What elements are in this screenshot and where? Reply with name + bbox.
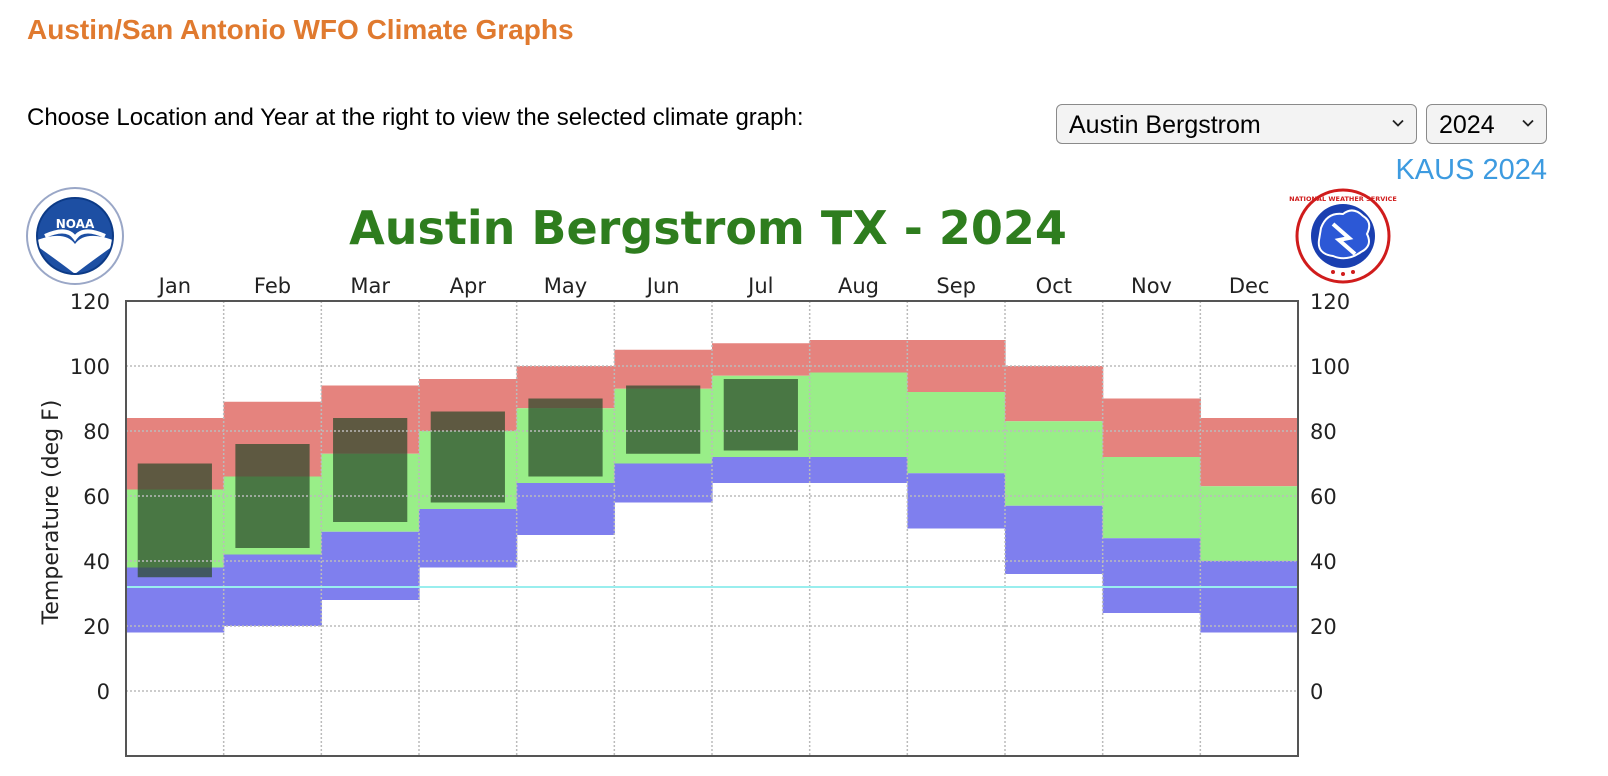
record-low-bar-sep bbox=[907, 473, 1006, 529]
observed-bar-jan bbox=[137, 463, 212, 578]
y-tick-label-left: 100 bbox=[70, 355, 110, 379]
y-tick-label-right: 40 bbox=[1310, 550, 1337, 574]
normal-range-bar-oct bbox=[1005, 421, 1104, 506]
page-title: Austin/San Antonio WFO Climate Graphs bbox=[27, 14, 574, 45]
record-low-bar-jul bbox=[712, 457, 811, 483]
record-low-bar-nov bbox=[1102, 538, 1201, 613]
x-tick-label: Aug bbox=[838, 274, 879, 298]
normal-range-bar-aug bbox=[809, 372, 908, 457]
chevron-down-icon bbox=[1392, 119, 1404, 127]
y-tick-label-right: 60 bbox=[1310, 485, 1337, 509]
record-low-bar-oct bbox=[1005, 505, 1104, 574]
x-tick-label: Apr bbox=[450, 274, 487, 298]
observed-bar-apr bbox=[430, 411, 505, 503]
observed-bar-may bbox=[528, 398, 603, 477]
y-tick-label-right: 120 bbox=[1310, 290, 1350, 314]
observed-bar-jun bbox=[626, 385, 701, 454]
record-high-bar-nov bbox=[1102, 398, 1201, 457]
y-axis-label: Temperature (deg F) bbox=[39, 400, 64, 626]
record-high-bar-aug bbox=[809, 340, 908, 373]
observed-bars bbox=[137, 379, 798, 578]
normal-range-bar-dec bbox=[1200, 486, 1299, 561]
y-tick-label-left: 20 bbox=[83, 615, 110, 639]
x-tick-label: Feb bbox=[254, 274, 291, 298]
record-high-bar-oct bbox=[1005, 366, 1104, 422]
climate-chart: 0 0 20 20 40 40 60 60 80 80 100 100 120 120 Jan Feb Mar A… bbox=[26, 187, 1397, 757]
instructions-text: Choose Location and Year at the right to… bbox=[27, 104, 804, 131]
x-tick-label: Nov bbox=[1131, 274, 1172, 298]
record-low-bar-dec bbox=[1200, 561, 1299, 633]
y-tick-label-left: 60 bbox=[83, 485, 110, 509]
x-tick-label: Oct bbox=[1036, 274, 1072, 298]
nws-logo-text: NATIONAL WEATHER SERVICE bbox=[1289, 195, 1397, 203]
record-low-bar-jan bbox=[126, 567, 225, 633]
x-tick-label: Dec bbox=[1229, 274, 1270, 298]
record-low-bar-apr bbox=[419, 509, 518, 568]
year-select-value: 2024 bbox=[1439, 111, 1495, 139]
normal-range-bar-sep bbox=[907, 392, 1006, 474]
record-low-bar-feb bbox=[223, 554, 322, 626]
y-tick-label-right: 100 bbox=[1310, 355, 1350, 379]
observed-bar-mar bbox=[333, 418, 408, 522]
x-tick-label: Jul bbox=[746, 274, 773, 298]
x-tick-label: May bbox=[544, 274, 587, 298]
y-tick-label-left: 40 bbox=[83, 550, 110, 574]
x-tick-label: Jun bbox=[645, 274, 680, 298]
y-tick-label-right: 0 bbox=[1310, 680, 1323, 704]
record-low-bar-mar bbox=[321, 531, 420, 600]
observed-bar-jul bbox=[723, 379, 798, 451]
y-tick-label-left: 80 bbox=[83, 420, 110, 444]
normal-range-bar-nov bbox=[1102, 457, 1201, 539]
location-select-value: Austin Bergstrom bbox=[1069, 111, 1261, 139]
station-link[interactable]: KAUS 2024 bbox=[1395, 154, 1547, 186]
record-high-bar-dec bbox=[1200, 418, 1299, 487]
x-tick-label: Sep bbox=[936, 274, 976, 298]
chevron-down-icon bbox=[1522, 119, 1534, 127]
location-select[interactable]: Austin Bergstrom bbox=[1056, 104, 1417, 144]
y-tick-label-left: 0 bbox=[97, 680, 110, 704]
record-high-bar-jul bbox=[712, 343, 811, 376]
y-tick-label-left: 120 bbox=[70, 290, 110, 314]
record-high-bar-jun bbox=[614, 349, 713, 389]
noaa-logo-text: NOAA bbox=[56, 217, 95, 231]
noaa-logo-icon: NOAA bbox=[26, 187, 124, 285]
chart-labels: 0 0 20 20 40 40 60 60 80 80 100 100 120 120 Jan Feb Mar A… bbox=[70, 274, 1350, 704]
year-select[interactable]: 2024 bbox=[1426, 104, 1547, 144]
plot-frame bbox=[125, 300, 1299, 757]
x-tick-label: Mar bbox=[350, 274, 390, 298]
y-tick-label-right: 80 bbox=[1310, 420, 1337, 444]
record-low-bar-aug bbox=[809, 457, 908, 483]
x-tick-label: Jan bbox=[157, 274, 191, 298]
nws-logo-icon: NATIONAL WEATHER SERVICE bbox=[1289, 188, 1397, 284]
y-tick-label-right: 20 bbox=[1310, 615, 1337, 639]
record-low-bar-may bbox=[516, 483, 615, 535]
chart-title: Austin Bergstrom TX - 2024 bbox=[349, 201, 1067, 255]
